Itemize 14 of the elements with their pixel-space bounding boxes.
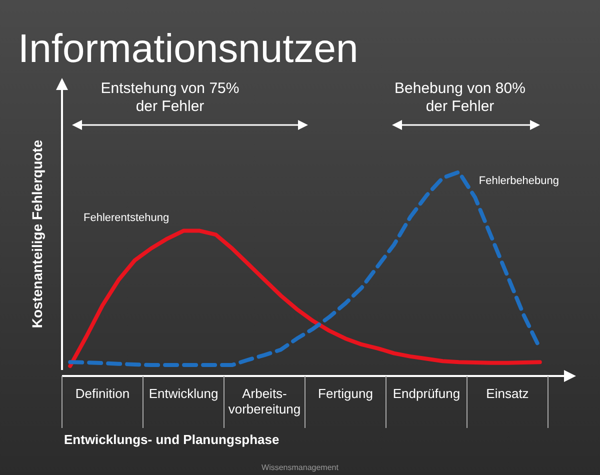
chart-title: Informationsnutzen [18, 27, 358, 71]
text: Behebung von 80% der Fehler [394, 80, 526, 115]
x-tick-label: Entwicklung [148, 386, 218, 401]
series-label: Fehlerentstehung [84, 212, 170, 224]
x-tick-label: Einsatz [486, 386, 529, 401]
x-tick-label: Endprüfung [392, 386, 460, 401]
x-tick-label: Arbeits- vorbereitung [228, 386, 301, 417]
x-tick-label: Definition [75, 386, 130, 401]
series-label: Fehlerbehebung [478, 175, 560, 187]
y-axis-title: Kostenanteilige Fehlerquote [29, 140, 45, 328]
x-tick-label: Fertigung [318, 386, 373, 401]
text: Wissensmanagement [262, 463, 340, 472]
text: Entwicklungs- und Planungsphase [64, 432, 280, 447]
text: Entstehung von 75% der Fehler [100, 80, 240, 115]
